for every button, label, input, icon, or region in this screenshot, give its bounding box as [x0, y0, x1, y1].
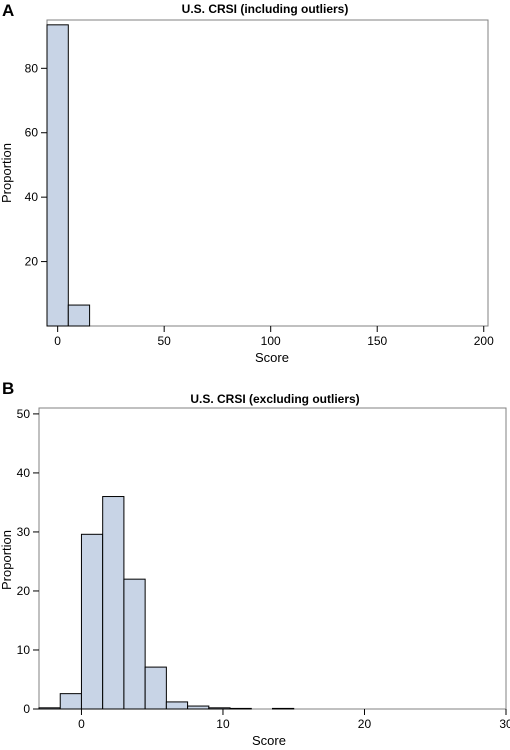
panel-a-x-tick-label-4: 200: [474, 334, 494, 348]
panel-a-bar-0: [46, 24, 69, 327]
panel-a-x-tick-label-0: 0: [54, 334, 61, 348]
panel-b-y-axis-label: Proportion: [0, 530, 14, 590]
panel-a-x-tick-label-1: 50: [157, 334, 171, 348]
panel-b-y-tick-label-3: 30: [17, 525, 31, 539]
panel-b-letter: B: [2, 379, 14, 398]
panel-b-title: U.S. CRSI (excluding outliers): [190, 392, 359, 406]
panel-a-y-tick-label-1: 40: [25, 190, 39, 204]
panel-b-bar-7: [187, 705, 210, 710]
panel-b-bar-1: [59, 693, 82, 710]
panel-b-y-tick-label-1: 10: [17, 643, 31, 657]
panel-b-x-tick-label-2: 20: [358, 717, 372, 731]
panel-b-x-tick-label-3: 30: [499, 717, 510, 731]
panel-b-x-tick-label-1: 10: [216, 717, 230, 731]
panel-b-bar-0: [38, 707, 61, 710]
panel-b-bar-8: [208, 707, 231, 710]
panel-b-y-tick-label-4: 40: [17, 466, 31, 480]
panel-b-y-tick-label-5: 50: [17, 407, 31, 421]
panel-a-letter: A: [2, 1, 14, 20]
panel-b-bar-3: [102, 496, 125, 710]
panel-a: A U.S. CRSI (including outliers) Score P…: [0, 1, 494, 365]
panel-b-x-axis-label: Score: [252, 733, 286, 748]
panel-a-title: U.S. CRSI (including outliers): [182, 2, 349, 16]
panel-b-bar-2: [80, 533, 104, 710]
panel-a-y-tick-label-0: 20: [25, 255, 39, 269]
panel-b-bar-6: [165, 701, 189, 710]
panel-b-bar-5: [144, 666, 167, 710]
panel-a-plot-frame: [46, 19, 489, 327]
panel-a-y-tick-label-3: 80: [25, 61, 39, 75]
panel-a-x-tick-label-3: 150: [367, 334, 387, 348]
panel-b-bar-9: [229, 707, 252, 710]
panel-a-bar-1: [67, 304, 91, 327]
panel-b-x-tick-label-0: 0: [78, 717, 85, 731]
panel-b: B U.S. CRSI (excluding outliers) Score P…: [0, 379, 510, 748]
panel-a-x-axis-label: Score: [255, 350, 289, 365]
panel-a-y-tick-label-2: 60: [25, 126, 39, 140]
panel-b-bar-10: [272, 707, 295, 710]
panel-a-x-tick-label-2: 100: [261, 334, 281, 348]
panel-b-y-tick-label-2: 20: [17, 584, 31, 598]
panel-b-bar-4: [123, 578, 146, 710]
panel-b-y-tick-label-0: 0: [23, 702, 30, 716]
panel-a-y-axis-label: Proportion: [0, 143, 14, 203]
